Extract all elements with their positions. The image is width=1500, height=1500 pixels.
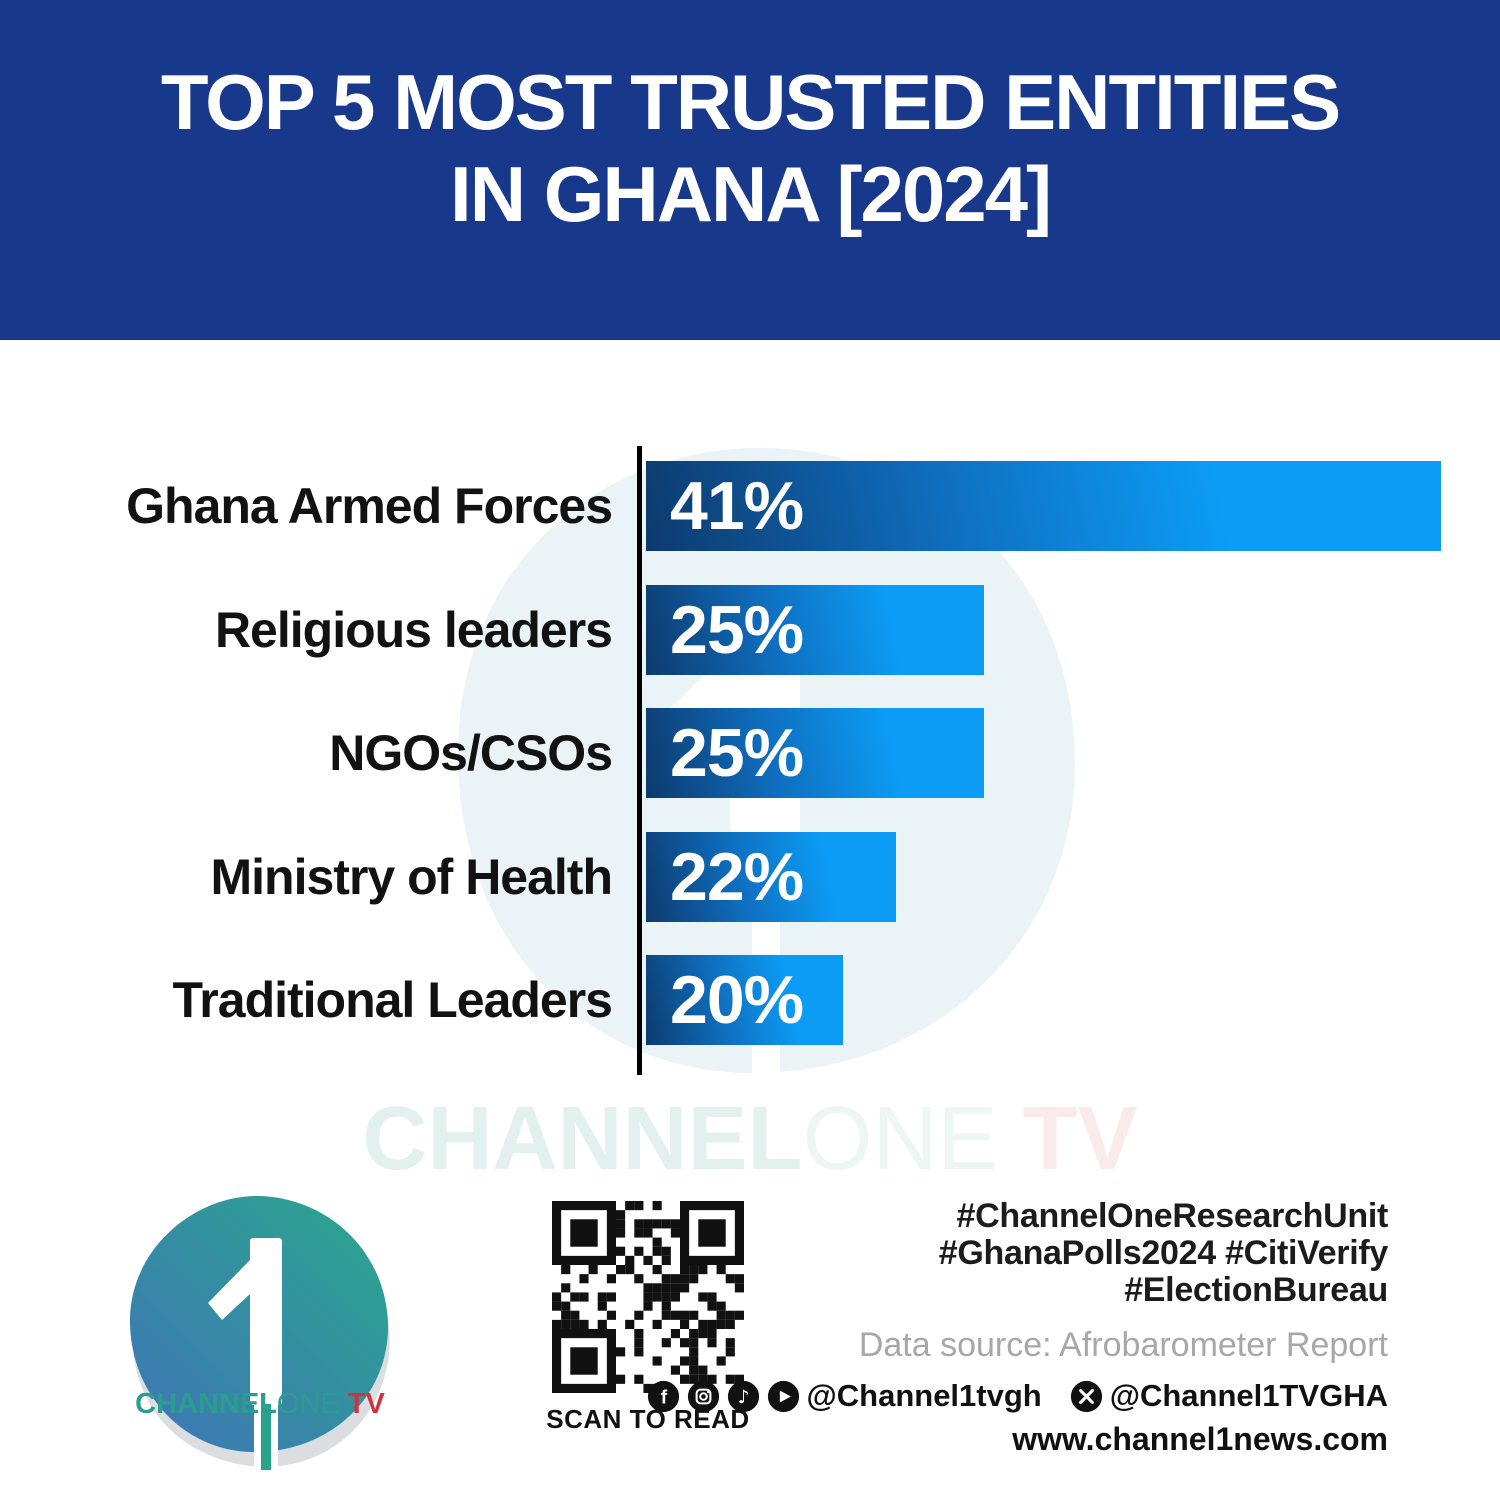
page-title-line1: TOP 5 MOST TRUSTED ENTITIES [160, 58, 1341, 146]
chart-axis-line [637, 446, 642, 1075]
instagram-icon [687, 1380, 719, 1412]
bar-value-label: 41% [670, 468, 804, 544]
hashtag-line-3: #ElectionBureau [1124, 1271, 1388, 1309]
page-title-line2: IN GHANA [2024] [450, 150, 1052, 238]
category-label-religious-leaders: Religious leaders [214, 602, 613, 658]
category-label-ministry-of-health: Ministry of Health [210, 849, 613, 905]
footer-info-block: #ChannelOneResearchUnit #GhanaPolls2024 … [568, 1198, 1388, 1458]
bar-value-label: 20% [670, 962, 804, 1038]
bar-traditional-leaders: 20% [646, 955, 843, 1045]
wordmark-channel: CHANNEL [135, 1388, 277, 1420]
header-banner: TOP 5 MOST TRUSTED ENTITIES IN GHANA [20… [0, 0, 1500, 340]
bar-value-label: 25% [670, 715, 804, 791]
social-handle-main: @Channel1tvgh [806, 1378, 1042, 1413]
svg-text:♪: ♪ [737, 1386, 749, 1407]
hashtag-line-2: #GhanaPolls2024 #CitiVerify [938, 1234, 1389, 1272]
bar-ngos-csos: 25% [646, 708, 984, 798]
qr-caption: SCAN TO READ [546, 1404, 750, 1434]
wordmark-one: ONE [276, 1388, 340, 1420]
watermark-channel: CHANNEL [362, 1089, 803, 1189]
svg-text:f: f [660, 1387, 667, 1408]
website-url: www.channel1news.com [1012, 1421, 1388, 1457]
bar-value-label: 25% [670, 592, 804, 668]
bar-religious-leaders: 25% [646, 585, 984, 675]
logo-wordmark: CHANNELONE TV [100, 1388, 420, 1421]
category-label-ngos-csos: NGOs/CSOs [329, 725, 613, 781]
bar-ministry-of-health: 22% [646, 832, 896, 922]
category-label-ghana-armed-forces: Ghana Armed Forces [126, 478, 613, 534]
social-handle-x: @Channel1TVGHA [1109, 1378, 1388, 1413]
channel-one-logo [129, 1195, 390, 1473]
facebook-icon: f [647, 1380, 679, 1412]
brand-text-watermark: CHANNELONE TV [0, 1088, 1500, 1191]
x-twitter-icon [1070, 1380, 1102, 1412]
youtube-icon [767, 1380, 799, 1412]
watermark-tv: TV [997, 1089, 1138, 1189]
watermark-one: ONE [802, 1089, 998, 1189]
hashtag-line-1: #ChannelOneResearchUnit [956, 1197, 1389, 1235]
wordmark-tv: TV [339, 1388, 385, 1420]
qr-code [552, 1201, 744, 1393]
category-label-traditional-leaders: Traditional Leaders [172, 972, 613, 1028]
bar-value-label: 22% [670, 839, 804, 915]
tiktok-icon: ♪ [727, 1380, 759, 1412]
social-row: f ♪ @Channel1tvgh @Channel1TV [568, 1378, 1388, 1414]
bar-ghana-armed-forces: 41% [646, 461, 1441, 551]
data-source-text: Data source: Afrobarometer Report [858, 1326, 1388, 1364]
